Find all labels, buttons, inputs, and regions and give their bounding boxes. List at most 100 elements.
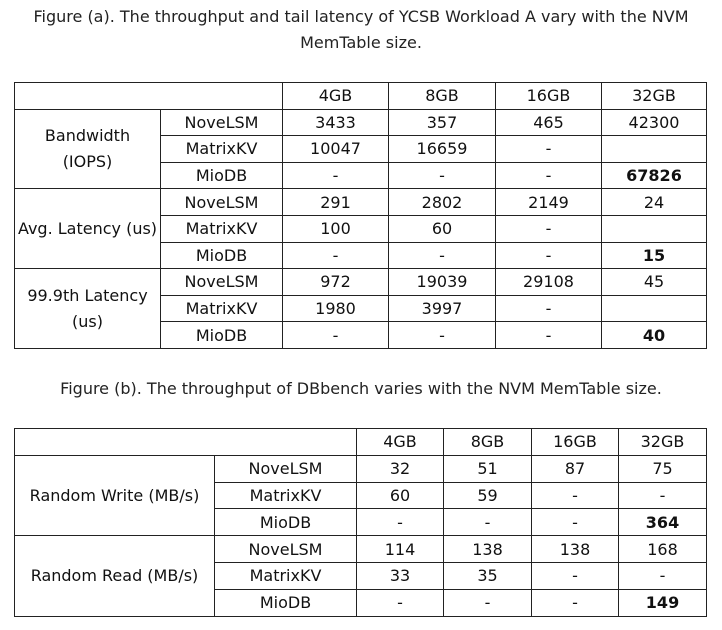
system-label: MioDB [160,321,283,349]
table-header-row: 4GB 8GB 16GB 32GB [14,428,707,456]
value-cell-highlight: 67826 [601,161,707,190]
value-cell: 10047 [282,135,389,163]
value-cell [601,214,707,243]
value-cell: - [495,294,602,323]
value-cell: 19039 [388,268,496,296]
table-row: MatrixKV 10047 16659 - [15,135,707,163]
value-cell: 51 [443,454,532,483]
group-label-bandwidth: Bandwidth (IOPS) [14,108,161,190]
column-header: 4GB [356,428,444,456]
figure-a-caption-line2: MemTable size. [300,33,422,52]
system-label: MatrixKV [160,294,283,323]
system-label: NoveLSM [160,188,283,216]
system-label: NoveLSM [214,535,357,563]
group-label-random-read: Random Read (MB/s) [14,535,215,617]
table-row: MioDB - - - 67826 [15,161,707,190]
value-cell: 2149 [495,188,602,216]
system-label: MioDB [160,161,283,190]
value-cell: - [388,161,496,190]
group-label-line: Bandwidth [44,125,131,145]
value-cell: - [495,161,602,190]
value-cell: - [531,561,619,590]
table-row: Avg. Latency (us) NoveLSM 291 2802 2149 … [14,188,707,270]
column-header: 32GB [618,428,707,456]
group-label-line: (us) [72,311,103,331]
value-cell: 60 [388,214,496,243]
value-cell: 42300 [601,108,707,137]
value-cell: - [495,321,602,349]
system-label: MatrixKV [160,214,283,243]
group-label-tail-latency: 99.9th Latency (us) [14,268,161,349]
value-cell: 87 [531,454,619,483]
value-cell: 1980 [282,294,389,323]
table-row: Random Write (MB/s) NoveLSM 32 51 87 75 [14,454,707,537]
value-cell: 2802 [388,188,496,216]
table-row: MioDB - - - 15 [15,241,707,270]
group-label-line: 99.9th Latency [27,285,148,305]
table-row: 99.9th Latency (us) NoveLSM 972 19039 29… [14,268,707,349]
column-header: 16GB [495,82,602,110]
value-cell: - [618,481,707,510]
value-cell [601,294,707,323]
column-header: 32GB [601,82,707,110]
group-label-random-write: Random Write (MB/s) [14,454,215,537]
value-cell-highlight: 40 [601,321,707,349]
value-cell: 16659 [388,135,496,163]
value-cell: - [495,135,602,163]
value-cell: 24 [601,188,707,216]
value-cell: - [531,481,619,510]
figure-a-caption-line1: Figure (a). The throughput and tail late… [33,7,689,26]
group-label-line: (IOPS) [62,151,113,171]
value-cell: 168 [618,535,707,563]
value-cell [601,135,707,163]
table-row: MioDB - - - 364 [15,508,707,537]
header-empty-cell [14,82,283,110]
value-cell: - [282,161,389,190]
system-label: MatrixKV [214,481,357,510]
group-label-avg-latency: Avg. Latency (us) [14,188,161,270]
value-cell: 75 [618,454,707,483]
value-cell: - [282,241,389,270]
value-cell: - [356,588,444,617]
value-cell-highlight: 364 [618,508,707,537]
value-cell-highlight: 15 [601,241,707,270]
system-label: NoveLSM [160,108,283,137]
value-cell: 138 [443,535,532,563]
table-row: MioDB - - - 40 [15,321,707,349]
figure-b-caption: Figure (b). The throughput of DBbench va… [60,379,662,398]
value-cell: - [443,508,532,537]
value-cell: 3433 [282,108,389,137]
table-row: MioDB - - - 149 [15,588,707,617]
value-cell: 32 [356,454,444,483]
value-cell: - [388,241,496,270]
value-cell: 100 [282,214,389,243]
value-cell: - [531,508,619,537]
header-empty-cell [14,428,357,456]
column-header: 16GB [531,428,619,456]
table-header-row: 4GB 8GB 16GB 32GB [14,82,707,110]
system-label: NoveLSM [160,268,283,296]
column-header: 8GB [388,82,496,110]
value-cell-highlight: 149 [618,588,707,617]
value-cell: 60 [356,481,444,510]
system-label: MioDB [214,588,357,617]
column-header: 4GB [282,82,389,110]
system-label: MioDB [160,241,283,270]
value-cell: 45 [601,268,707,296]
value-cell: - [356,508,444,537]
system-label: MatrixKV [160,135,283,163]
value-cell: 29108 [495,268,602,296]
column-header: 8GB [443,428,532,456]
value-cell: - [531,588,619,617]
value-cell: - [495,214,602,243]
value-cell: 35 [443,561,532,590]
figure-b-table: 4GB 8GB 16GB 32GB Random Write (MB/s) No… [14,428,707,617]
value-cell: - [495,241,602,270]
system-label: NoveLSM [214,454,357,483]
value-cell: 465 [495,108,602,137]
system-label: MatrixKV [214,561,357,590]
system-label: MioDB [214,508,357,537]
value-cell: 357 [388,108,496,137]
figure-a-caption: Figure (a). The throughput and tail late… [0,4,722,56]
value-cell: 33 [356,561,444,590]
